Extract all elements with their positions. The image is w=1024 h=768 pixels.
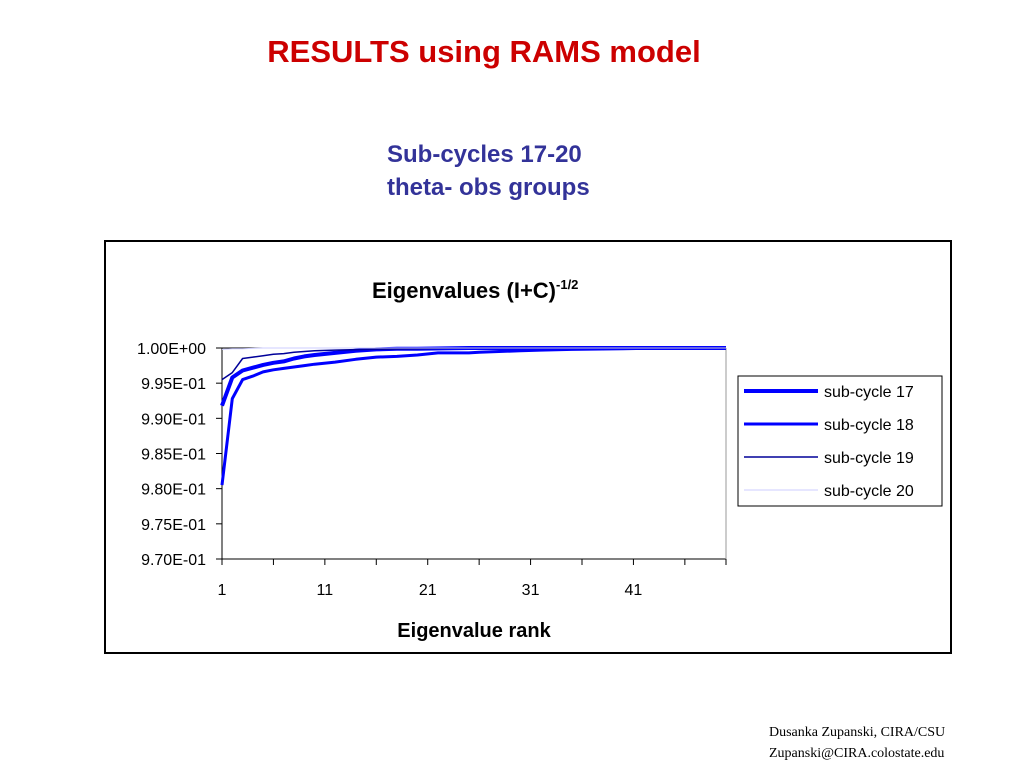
eigenvalue-chart: Eigenvalues (I+C)-1/2 1.00E+00 9.95E-01 9.9…: [137, 277, 943, 642]
chart-frame: Eigenvalues (I+C)-1/2 1.00E+00 9.95E-01 9.9…: [104, 240, 952, 654]
subtitle-line-2: theta- obs groups: [387, 174, 590, 201]
x-tick-label: 31: [522, 582, 540, 599]
chart-title-main: Eigenvalues (I+C): [372, 278, 556, 303]
y-tick-label: 1.00E+00: [137, 341, 206, 358]
footer-credit: Dusanka Zupanski, CIRA/CSU Zupanski@CIRA…: [769, 722, 945, 764]
slide-title: RESULTS using RAMS model: [267, 34, 701, 69]
x-axis-label: Eigenvalue rank: [397, 620, 551, 642]
chart-title: Eigenvalues (I+C)-1/2: [372, 277, 578, 303]
x-tick-label: 11: [317, 582, 334, 599]
y-tick-label: 9.90E-01: [141, 411, 206, 428]
slide-subtitle: Sub-cycles 17-20 theta- obs groups: [387, 138, 590, 204]
chart-title-superscript: -1/2: [556, 277, 578, 292]
y-tick-label: 9.95E-01: [141, 376, 206, 393]
x-tick-label: 41: [625, 582, 643, 599]
series-line-sub-cycle-20: [221, 347, 726, 350]
subtitle-line-1: Sub-cycles 17-20: [387, 141, 582, 168]
y-tick-label: 9.85E-01: [141, 447, 206, 464]
y-tick-label: 9.70E-01: [141, 552, 206, 569]
y-tick-label: 9.80E-01: [141, 482, 206, 499]
legend-label: sub-cycle 20: [824, 483, 914, 500]
legend-label: sub-cycle 17: [824, 384, 914, 401]
legend-label: sub-cycle 19: [824, 450, 914, 467]
y-tick-label: 9.75E-01: [141, 517, 206, 534]
series-line-sub-cycle-17: [220, 346, 726, 407]
footer-email: Zupanski@CIRA.colostate.edu: [769, 746, 945, 761]
legend-box: [737, 375, 943, 507]
x-tick-label: 21: [419, 582, 437, 599]
footer-author: Dusanka Zupanski, CIRA/CSU: [769, 725, 946, 740]
series-line-sub-cycle-18: [220, 346, 726, 486]
legend-label: sub-cycle 18: [824, 417, 914, 434]
x-tick-label: 1: [218, 582, 227, 599]
